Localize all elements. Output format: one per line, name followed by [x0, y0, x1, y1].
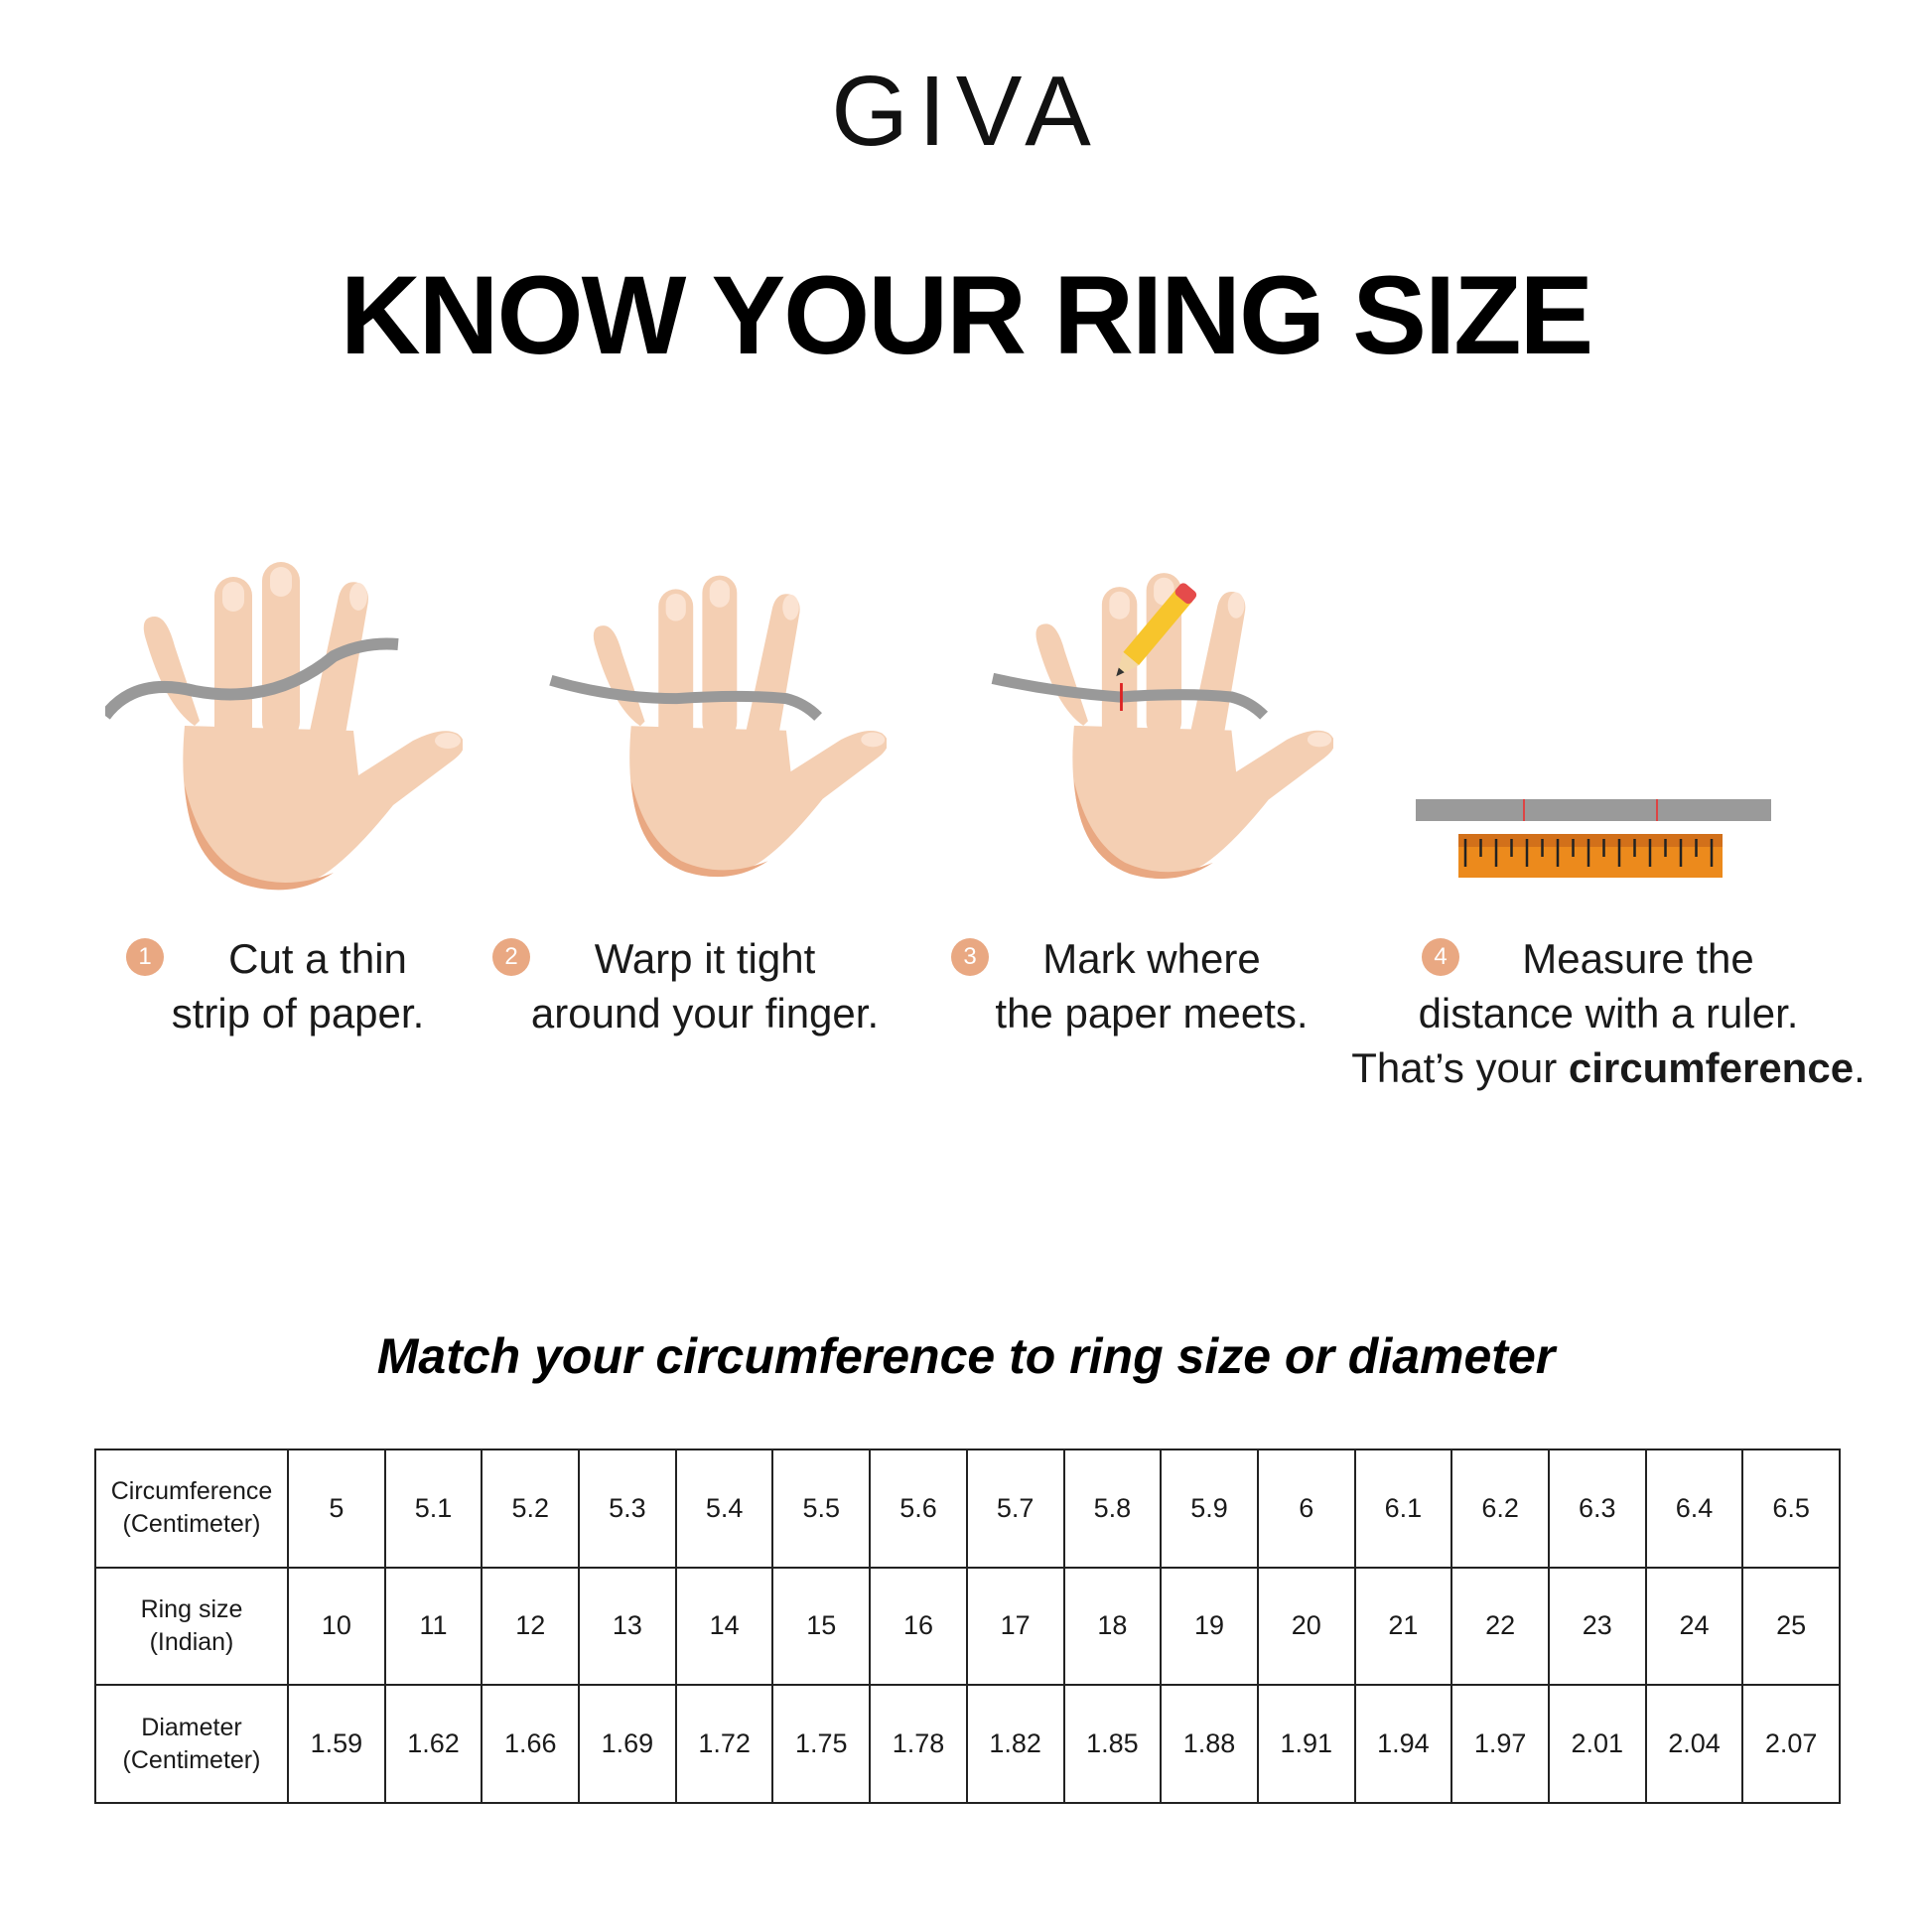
table-cell: 23	[1547, 1566, 1647, 1687]
step-2-badge: 2	[492, 938, 530, 976]
table-cell: 19	[1160, 1566, 1259, 1687]
table-cell: 13	[578, 1566, 677, 1687]
step-text: That’s your	[1351, 1044, 1569, 1091]
table-cell: 1.66	[481, 1684, 581, 1804]
table-cell: 1.94	[1353, 1684, 1453, 1804]
step-line: the paper meets.	[995, 990, 1309, 1036]
table-row: Circumference (Centimeter) 5 5.1 5.2 5.3 5.4 5.…	[94, 1449, 1841, 1569]
table-cell: 5.7	[965, 1449, 1065, 1569]
table-cell: 1.91	[1256, 1684, 1356, 1804]
step-1-text: Cut a thin strip of paper.	[149, 931, 447, 1040]
circumference-emphasis: circumference	[1568, 1044, 1855, 1091]
step-4-badge: 4	[1422, 938, 1459, 976]
row-header-line: (Centimeter)	[122, 1510, 261, 1539]
ruler-measure-illustration	[1416, 799, 1771, 878]
table-cell: 6.2	[1450, 1449, 1550, 1569]
step-line: Measure the	[1522, 935, 1754, 982]
table-cell: 1.78	[869, 1684, 968, 1804]
table-cell: 11	[383, 1566, 483, 1687]
table-cell: 18	[1062, 1566, 1163, 1687]
table-cell: 10	[287, 1566, 386, 1687]
step-line: That’s your circumference.	[1330, 1040, 1886, 1095]
step-text: .	[1854, 1044, 1865, 1091]
table-cell: 5.1	[383, 1449, 483, 1569]
hand-mark-paper-illustration	[991, 573, 1333, 880]
row-header-line: Diameter	[141, 1713, 242, 1741]
row-header-line: Circumference	[110, 1477, 273, 1506]
step-1-badge: 1	[126, 938, 164, 976]
step-line: distance with a ruler.	[1418, 990, 1799, 1036]
table-cell: 2.04	[1644, 1684, 1744, 1804]
table-cell: 24	[1644, 1566, 1744, 1687]
table-cell: 16	[869, 1566, 968, 1687]
table-cell: 2.01	[1547, 1684, 1647, 1804]
pencil-icon	[1116, 583, 1197, 677]
step-line: Mark where	[1042, 935, 1261, 982]
hand-wrap-paper-illustration	[549, 575, 887, 878]
giva-logo: GIVA	[831, 56, 1101, 167]
row-header: Diameter (Centimeter)	[94, 1684, 289, 1804]
table-cell: 6.5	[1741, 1449, 1841, 1569]
table-cell: 25	[1741, 1566, 1841, 1687]
table-cell: 5.4	[674, 1449, 774, 1569]
page-title: KNOW YOUR RING SIZE	[340, 253, 1593, 377]
step-line: around your finger.	[530, 990, 880, 1036]
table-cell: 5	[287, 1449, 386, 1569]
table-cell: 2.07	[1741, 1684, 1841, 1804]
row-header-line: (Centimeter)	[122, 1745, 261, 1774]
table-cell: 1.82	[965, 1684, 1065, 1804]
ring-size-table: Circumference (Centimeter) 5 5.1 5.2 5.3 5.4 5.…	[94, 1449, 1841, 1804]
table-cell: 15	[771, 1566, 872, 1687]
table-cell: 1.88	[1160, 1684, 1259, 1804]
table-cell: 22	[1450, 1566, 1550, 1687]
row-header: Ring size (Indian)	[94, 1566, 289, 1687]
table-row: Ring size (Indian) 10 11 12 13 14 15 16 17 18 19 20 2…	[94, 1566, 1841, 1687]
table-cell: 12	[481, 1566, 581, 1687]
step-line: Warp it tight	[594, 935, 816, 982]
table-cell: 20	[1256, 1566, 1356, 1687]
step-line: strip of paper.	[171, 990, 425, 1036]
table-cell: 5.2	[481, 1449, 581, 1569]
step-line: Cut a thin	[228, 935, 407, 982]
table-cell: 21	[1353, 1566, 1453, 1687]
table-cell: 17	[965, 1566, 1065, 1687]
table-cell: 5.6	[869, 1449, 968, 1569]
step-3-text: Mark where the paper meets.	[968, 931, 1335, 1040]
table-cell: 5.3	[578, 1449, 677, 1569]
step-3-badge: 3	[951, 938, 989, 976]
table-subtitle: Match your circumference to ring size or…	[376, 1328, 1556, 1384]
hand-cut-paper-illustration	[105, 562, 463, 891]
table-cell: 6	[1256, 1449, 1356, 1569]
table-cell: 6.1	[1353, 1449, 1453, 1569]
table-cell: 5.9	[1160, 1449, 1259, 1569]
row-header-line: (Indian)	[149, 1627, 234, 1656]
table-cell: 14	[674, 1566, 774, 1687]
table-cell: 6.4	[1644, 1449, 1744, 1569]
table-cell: 1.59	[287, 1684, 386, 1804]
step-2-text: Warp it tight around your finger.	[506, 931, 903, 1040]
table-cell: 1.85	[1062, 1684, 1163, 1804]
table-cell: 5.8	[1062, 1449, 1163, 1569]
table-cell: 1.62	[383, 1684, 483, 1804]
table-cell: 1.69	[578, 1684, 677, 1804]
row-header-line: Ring size	[140, 1594, 243, 1623]
step-4-text: Measure the distance with a ruler. That’…	[1330, 931, 1886, 1095]
table-row: Diameter (Centimeter) 1.59 1.62 1.66 1.69 1.72…	[94, 1684, 1841, 1804]
table-cell: 1.75	[771, 1684, 872, 1804]
table-cell: 5.5	[771, 1449, 872, 1569]
table-cell: 1.72	[674, 1684, 774, 1804]
row-header: Circumference (Centimeter)	[94, 1449, 289, 1569]
table-cell: 6.3	[1547, 1449, 1647, 1569]
table-cell: 1.97	[1450, 1684, 1550, 1804]
